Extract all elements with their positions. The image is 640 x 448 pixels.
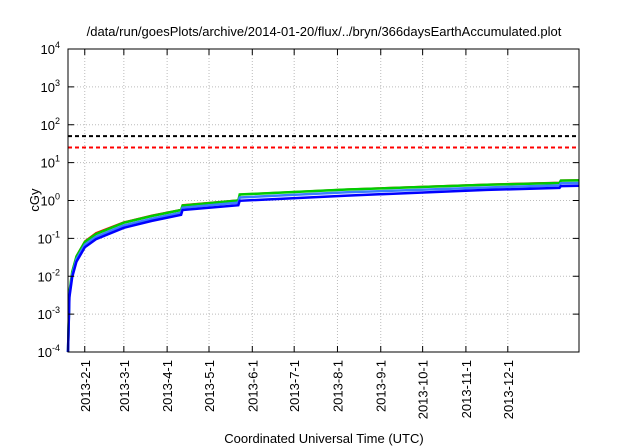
y-tick-exp: 3	[55, 78, 60, 88]
x-tick-label: 2013-4-1	[160, 360, 175, 412]
x-tick-label: 2013-9-1	[374, 360, 389, 412]
x-tick-label: 2013-11-1	[459, 360, 474, 418]
x-tick-label: 2013-10-1	[416, 360, 431, 419]
chart-title: /data/run/goesPlots/archive/2014-01-20/f…	[87, 24, 562, 39]
x-tick-label: 2013-5-1	[202, 360, 217, 412]
y-tick-label: 100	[41, 192, 60, 209]
series-line-green	[66, 179, 580, 353]
y-tick-exp: 2	[55, 116, 60, 126]
y-tick-base: 10	[41, 80, 55, 95]
y-axis-label: cGy	[27, 188, 42, 212]
x-tick-label: 2013-3-1	[117, 360, 132, 412]
y-tick-base: 10	[41, 118, 55, 133]
y-tick-base: 10	[41, 156, 55, 171]
y-tick-base: 10	[38, 307, 52, 322]
y-tick-label: 103	[41, 78, 60, 95]
y-tick-label: 10-1	[38, 229, 60, 246]
y-tick-exp: -1	[52, 229, 60, 239]
series-line-blue	[66, 184, 580, 353]
y-tick-label: 101	[41, 154, 60, 171]
reference-lines	[68, 135, 579, 149]
x-axis-label: Coordinated Universal Time (UTC)	[224, 431, 423, 446]
y-tick-exp: 1	[55, 154, 60, 164]
y-tick-exp: 0	[55, 192, 60, 202]
x-tick-label: 2013-7-1	[287, 360, 302, 412]
y-tick-label: 10-4	[38, 343, 60, 360]
y-tick-base: 10	[41, 194, 55, 209]
y-tick-label: 10-3	[38, 305, 60, 322]
y-tick-exp: -4	[52, 343, 60, 353]
series-line-lightblue	[66, 181, 580, 353]
grid	[68, 49, 579, 352]
y-tick-exp: -2	[52, 267, 60, 277]
x-tick-label: 2013-8-1	[330, 360, 345, 412]
y-tick-label: 102	[41, 116, 60, 133]
y-tick-base: 10	[38, 231, 52, 246]
y-tick-exp: 4	[55, 40, 60, 50]
y-tick-base: 10	[38, 269, 52, 284]
x-tick-label: 2013-12-1	[501, 360, 516, 419]
y-tick-label: 104	[41, 40, 60, 57]
y-tick-base: 10	[41, 42, 55, 57]
x-axis: 2013-2-1 2013-3-1 2013-4-1 2013-5-1 2013-6-1…	[78, 49, 516, 419]
x-tick-label: 2013-2-1	[78, 360, 93, 412]
y-tick-base: 10	[38, 345, 52, 360]
y-tick-label: 10-2	[38, 267, 60, 284]
x-tick-label: 2013-6-1	[245, 360, 260, 412]
series-line-red	[67, 179, 580, 353]
series-lines	[66, 179, 580, 353]
y-tick-exp: -3	[52, 305, 60, 315]
